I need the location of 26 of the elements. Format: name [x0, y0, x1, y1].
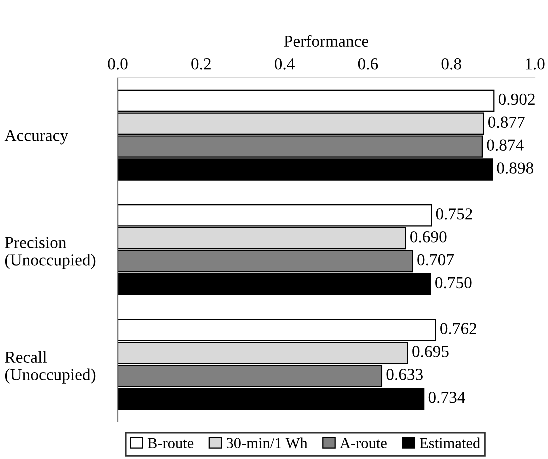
x-tick-label: 1.0 [526, 58, 545, 70]
legend-label: A-route [340, 438, 387, 449]
data-label: 0.633 [386, 369, 423, 380]
legend-label: 30-min/1 Wh [226, 438, 308, 449]
legend-label: B-route [148, 438, 194, 449]
data-label: 0.898 [497, 162, 534, 174]
data-label: 0.695 [412, 346, 449, 358]
data-label: 0.902 [498, 94, 535, 106]
x-tick-label: 0.6 [358, 58, 378, 70]
data-label: 0.874 [487, 140, 524, 152]
x-tick-label: 0.8 [442, 58, 462, 70]
x-axis-title: Performance [284, 35, 368, 48]
data-label: 0.762 [440, 323, 476, 335]
data-label: 0.750 [436, 277, 472, 289]
data-label: 0.877 [488, 116, 525, 128]
x-tick-label: 0.0 [108, 58, 128, 70]
y-tick-label: Recall (Unoccupied) [5, 351, 96, 384]
x-tick-label: 0.2 [192, 58, 211, 70]
data-label: 0.707 [418, 254, 454, 266]
data-label: 0.734 [428, 392, 466, 404]
data-label: 0.752 [436, 208, 472, 220]
data-label: 0.690 [410, 231, 447, 243]
x-tick-label: 0.4 [275, 58, 295, 70]
legend-label: Estimated [420, 438, 480, 449]
y-tick-label: Precision (Unoccupied) [5, 237, 96, 270]
y-tick-label: Accuracy [4, 130, 68, 145]
